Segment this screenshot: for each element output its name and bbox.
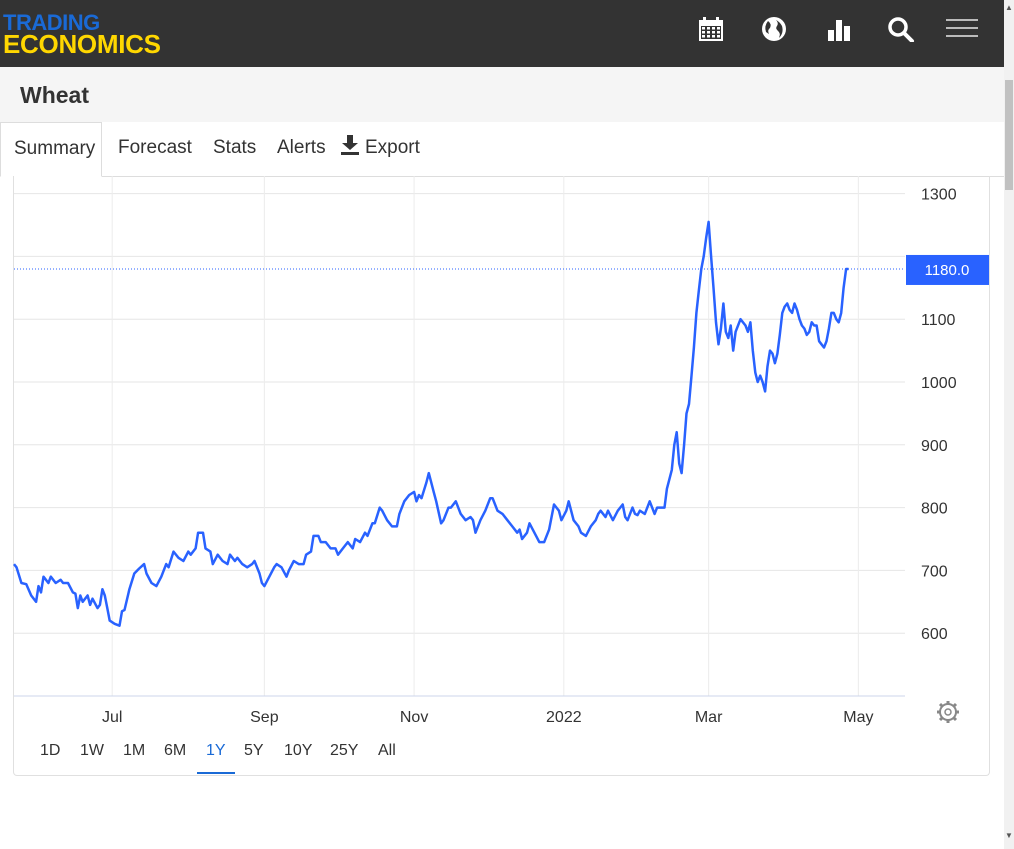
scroll-down-arrow-icon[interactable]: ▼: [1005, 831, 1013, 840]
hamburger-menu-icon[interactable]: [946, 16, 978, 42]
price-series-line: [13, 220, 849, 627]
settings-gear-icon[interactable]: [937, 701, 959, 723]
last-value-badge: [906, 254, 989, 285]
x-tick-label: Mar: [695, 709, 723, 726]
scroll-up-arrow-icon[interactable]: ▲: [1005, 3, 1013, 12]
top-navigation-bar: TRADING ECONOMICS: [0, 0, 1004, 67]
calendar-icon[interactable]: [697, 16, 725, 42]
chart-container: [13, 176, 990, 776]
tab-alerts[interactable]: Alerts: [277, 137, 326, 158]
x-tick-label: May: [843, 709, 873, 726]
last-value-label: 1180.0: [925, 262, 970, 279]
search-icon[interactable]: [887, 16, 915, 42]
y-tick-label: 600: [921, 626, 948, 643]
y-tick-label: 800: [921, 501, 948, 518]
tab-summary[interactable]: Summary: [0, 122, 102, 177]
globe-icon[interactable]: [760, 16, 788, 42]
range-1d-button[interactable]: 1D: [40, 742, 61, 759]
range-5y-button[interactable]: 5Y: [244, 742, 264, 759]
y-tick-label: 700: [921, 563, 948, 580]
active-range-indicator: [197, 772, 235, 774]
download-icon: [341, 135, 359, 155]
range-25y-button[interactable]: 25Y: [330, 742, 359, 759]
price-chart[interactable]: 600 700 800 900 1000 1100 1300 Jul Sep Nov 2022 Mar…: [0, 0, 1004, 740]
range-1y-button[interactable]: 1Y: [206, 742, 226, 759]
page-title: Wheat: [20, 82, 89, 108]
range-10y-button[interactable]: 10Y: [284, 742, 313, 759]
bar-chart-icon[interactable]: [825, 16, 853, 42]
y-tick-label: 1300: [921, 187, 957, 204]
tab-stats[interactable]: Stats: [213, 137, 257, 158]
range-1w-button[interactable]: 1W: [80, 742, 104, 759]
y-tick-label: 1100: [921, 312, 956, 329]
tab-bar: Summary Forecast Stats Alerts Export: [0, 122, 1004, 177]
x-tick-label: Sep: [250, 709, 279, 726]
x-tick-label: Jul: [102, 709, 122, 726]
range-6m-button[interactable]: 6M: [164, 742, 187, 759]
y-tick-label: 1000: [921, 375, 957, 392]
tab-forecast[interactable]: Forecast: [118, 137, 192, 158]
x-tick-label: Nov: [400, 709, 428, 726]
logo-economics[interactable]: ECONOMICS: [3, 29, 161, 59]
chart-axis-labels: 600 700 800 900 1000 1100 1300 Jul Sep Nov 2022 Mar…: [102, 187, 957, 726]
scroll-thumb[interactable]: [1005, 80, 1013, 190]
chart-grid: [14, 176, 905, 696]
logo-trading[interactable]: TRADING: [3, 10, 100, 35]
page-scrollbar[interactable]: ▲ ▼: [1004, 0, 1014, 849]
x-tick-label: 2022: [546, 709, 582, 726]
title-bar: Wheat: [0, 67, 1004, 122]
tab-export-label: Export: [365, 137, 420, 158]
range-all-button[interactable]: All: [378, 742, 396, 759]
tab-export[interactable]: Export: [341, 122, 420, 176]
range-1m-button[interactable]: 1M: [123, 742, 146, 759]
y-tick-label: 900: [921, 438, 948, 455]
